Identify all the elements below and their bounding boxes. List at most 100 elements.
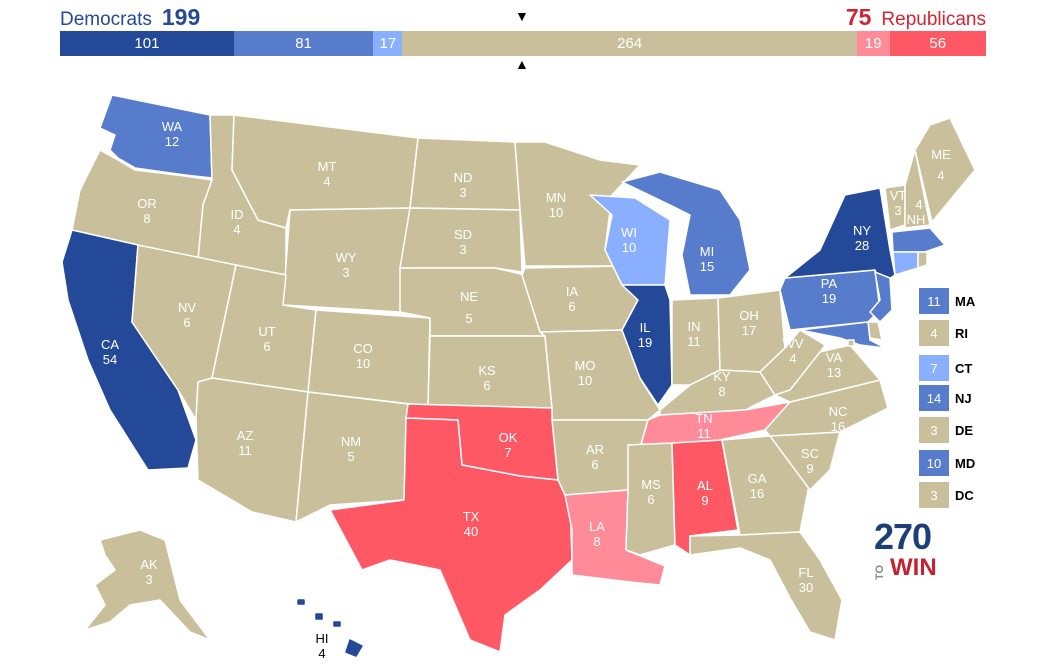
label-MT: MT 4 [318,159,337,189]
label-NE: NE 5 [460,289,478,326]
legend-box: 3 [919,417,949,443]
logo-win: WIN [890,554,937,581]
label-OR: OR 8 [137,196,157,226]
label-AR: AR 6 [586,442,604,472]
legend-abbr: NJ [955,390,972,406]
label-NV: NV 6 [178,300,196,330]
legend-abbr: DC [955,487,974,503]
legend-box: 7 [919,355,949,381]
label-TX: TX 40 [463,509,480,539]
legend-row-RI[interactable]: 4 RI [919,320,968,346]
label-KY: KY 8 [713,369,731,399]
bar-segment-lean-dem: 17 [373,31,403,56]
legend-row-DE[interactable]: 3 DE [919,417,973,443]
state-MN[interactable] [514,141,641,267]
label-IA: IA 6 [566,284,579,314]
rep-label: Republicans [881,9,986,30]
state-NY[interactable] [784,187,896,286]
label-ME: ME 4 [931,147,951,183]
legend-abbr: RI [955,325,968,341]
label-IN: IN 11 [687,319,701,349]
270towin-logo[interactable]: 270 TO WIN [874,518,944,584]
state-CT[interactable] [892,251,919,276]
legend-row-DC[interactable]: 3 DC [919,482,974,508]
label-WV: WV 4 [783,336,804,366]
label-MI: MI 15 [700,244,714,274]
legend-box: 4 [919,320,949,346]
state-DC[interactable] [847,339,855,347]
state-MI[interactable] [621,171,751,296]
state-MA[interactable] [891,227,946,253]
label-OH: OH 17 [739,308,759,338]
legend-row-MA[interactable]: 11 MA [919,288,975,314]
label-AK: AK 3 [140,557,158,587]
label-CA: CA 54 [101,337,119,367]
label-MS: MS 6 [641,477,661,507]
state-TX[interactable] [329,417,573,653]
dem-label: Democrats [60,9,152,30]
bar-segment-likely-dem: 81 [233,31,374,56]
legend-box: 3 [919,482,949,508]
label-MN: MN 10 [546,190,566,220]
dem-total: 199 [161,4,201,30]
legend-abbr: CT [955,360,973,376]
legend-abbr: DE [955,422,974,438]
state-RI[interactable] [917,251,928,269]
midpoint-down-arrow-icon: ▼ [515,8,529,24]
state-MD[interactable] [799,321,886,349]
label-NH: 4 NH [907,197,926,227]
legend-box: 14 [919,385,949,411]
logo-number: 270 [874,516,932,557]
state-HI[interactable] [297,599,363,657]
rep-total: 75 [845,4,872,30]
label-MO: MO 10 [575,358,596,388]
label-SC: SC 9 [801,446,819,476]
label-PA: PA 19 [821,276,838,306]
label-VA: VA 13 [826,350,843,380]
label-IL: IL 19 [638,320,652,350]
legend-box: 11 [919,288,949,314]
label-KS: KS 6 [478,363,496,393]
bar-segment-tossup: 264 [402,31,857,56]
label-FL: FL 30 [798,565,813,595]
label-AL: AL 9 [697,478,713,508]
legend-row-NJ[interactable]: 14 NJ [919,385,972,411]
label-WA: WA 12 [162,119,183,149]
state-NM[interactable] [295,391,409,523]
state-WV[interactable] [759,329,826,396]
state-NJ[interactable] [869,271,893,323]
legend-abbr: MD [955,455,976,471]
midpoint-up-arrow-icon: ▲ [515,56,529,72]
bar-segment-safe-dem: 101 [60,31,234,56]
label-UT: UT 6 [258,324,275,354]
label-WI: WI 10 [621,225,637,255]
state-SD[interactable] [399,207,523,273]
state-IL[interactable] [621,284,673,406]
label-AZ: AZ 11 [237,428,254,458]
logo-to: TO [874,564,886,580]
state-FL[interactable] [689,531,843,641]
label-TN: TN 11 [695,411,712,441]
state-ME[interactable] [914,117,976,223]
label-OK: OK 7 [499,430,518,460]
state-AK[interactable] [84,529,211,641]
state-labels: WA 12 OR 8 CA 54 ID 4 NV 6 MT 4 WY 3 UT 6 AZ 11 C… [101,119,951,661]
bar-segment-likely-rep: 56 [889,31,986,56]
label-VT: VT 3 [890,188,907,218]
state-NH[interactable] [904,149,931,229]
state-AZ[interactable] [195,377,309,523]
label-NC: NC 16 [829,404,848,434]
label-NM: NM 5 [341,434,361,464]
label-HI: HI 4 [316,631,329,661]
legend-abbr: MA [955,293,976,309]
label-ID: ID 4 [231,207,244,237]
legend-row-CT[interactable]: 7 CT [919,355,972,381]
label-WY: WY 3 [336,250,357,280]
legend-row-MD[interactable]: 10 MD [919,450,975,476]
label-CO: CO 10 [353,341,373,371]
legend-box: 10 [919,450,949,476]
bar-segment-lean-rep: 19 [856,31,890,56]
label-NY: NY 28 [853,223,871,253]
label-ND: ND 3 [454,170,473,200]
